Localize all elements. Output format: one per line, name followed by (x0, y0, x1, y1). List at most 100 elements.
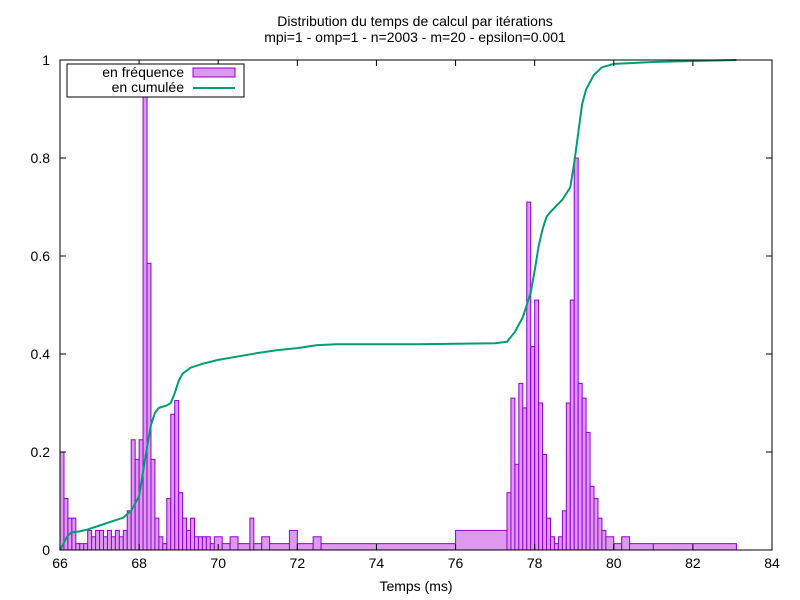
y-tick-label-3: 0.6 (31, 248, 51, 264)
frequency-bar-19 (134, 458, 140, 551)
frequency-bar-71 (577, 382, 583, 551)
frequency-bar-11 (103, 536, 108, 551)
frequency-bar-28 (170, 413, 176, 551)
x-tick-label-0: 66 (52, 555, 68, 571)
x-axis: 66 68 70 72 74 76 78 80 82 84 (52, 60, 780, 571)
x-tick-label-2: 70 (210, 555, 226, 571)
frequency-bar-65 (553, 543, 559, 551)
plot-frame (59, 59, 773, 551)
frequency-bar-16 (122, 529, 128, 551)
frequency-bar-48 (296, 543, 314, 551)
frequency-bar-53 (510, 397, 516, 551)
legend-box (66, 63, 245, 98)
frequency-bar-13 (110, 536, 116, 551)
frequency-bar-5 (79, 543, 85, 551)
frequency-bar-24 (154, 517, 160, 551)
frequency-bar-0 (59, 451, 65, 551)
frequency-bar-54 (514, 463, 520, 551)
frequency-bar-14 (114, 529, 120, 551)
x-axis-label: Temps (ms) (379, 578, 452, 594)
frequency-bar-75 (593, 498, 599, 551)
frequency-bar-22 (146, 262, 152, 551)
frequency-bar-77 (601, 529, 607, 551)
frequency-bar-81 (629, 543, 654, 551)
frequency-bar-41 (229, 536, 239, 551)
frequency-bar-59 (530, 346, 536, 551)
y-tick-label-5: 1 (42, 52, 50, 68)
frequency-bar-37 (205, 536, 211, 551)
frequency-bar-6 (83, 543, 89, 551)
legend-swatch-frequency (192, 67, 236, 78)
frequency-bar-50 (320, 543, 457, 551)
frequency-bar-18 (130, 439, 136, 551)
frequency-bar-35 (197, 536, 203, 551)
frequency-bar-4 (75, 543, 81, 551)
frequency-bar-60 (534, 299, 540, 551)
line-layer (59, 59, 737, 551)
frequency-bar-31 (182, 517, 188, 551)
frequency-bar-29 (174, 400, 180, 551)
frequency-bar-43 (249, 517, 255, 551)
frequency-bar-66 (557, 536, 563, 551)
frequency-bar-78 (605, 536, 615, 551)
frequency-bar-15 (118, 536, 124, 551)
y-tick-label-4: 0.8 (31, 150, 51, 166)
frequency-bar-62 (542, 453, 548, 551)
x-tick-label-7: 80 (606, 555, 622, 571)
frequency-bar-3 (71, 517, 77, 551)
x-tick-label-6: 78 (527, 555, 543, 571)
frequency-bar-57 (526, 201, 532, 551)
frequency-bar-17 (126, 510, 132, 551)
frequency-bar-26 (162, 543, 168, 551)
frequency-bar-79 (613, 543, 623, 551)
y-tick-label-0: 0 (42, 542, 50, 558)
legend: en fréquence en cumulée (66, 63, 245, 98)
x-tick-label-9: 84 (764, 555, 780, 571)
legend-label-cumulative: en cumulée (112, 79, 185, 95)
frequency-bar-51 (455, 529, 508, 551)
frequency-bar-73 (585, 431, 591, 551)
frequency-bar-49 (312, 536, 322, 551)
frequency-bar-55 (518, 382, 524, 551)
x-tick-label-1: 68 (131, 555, 147, 571)
frequency-bar-69 (569, 299, 575, 551)
frequency-bar-44 (253, 543, 263, 551)
frequency-bar-80 (621, 536, 631, 551)
frequency-bar-76 (597, 517, 603, 551)
frequency-bar-70 (573, 157, 579, 551)
frequency-bar-8 (91, 536, 97, 551)
frequency-bar-72 (581, 397, 587, 551)
legend-label-frequency: en fréquence (102, 64, 184, 80)
y-axis: 0 0.2 0.4 0.6 0.8 1 (31, 52, 772, 558)
frequency-bar-68 (565, 402, 571, 551)
x-tick-label-5: 76 (448, 555, 464, 571)
frequency-bar-56 (522, 407, 528, 551)
frequency-bar-61 (538, 402, 544, 551)
x-tick-label-8: 82 (685, 555, 701, 571)
frequency-bar-63 (546, 517, 551, 551)
frequency-bar-64 (549, 536, 555, 551)
chart-title: Distribution du temps de calcul par itér… (277, 13, 552, 29)
frequency-bar-9 (95, 529, 101, 551)
frequency-bar-45 (261, 536, 271, 551)
y-tick-label-1: 0.2 (31, 444, 51, 460)
frequency-bar-82 (652, 543, 737, 551)
frequency-bar-38 (209, 543, 215, 551)
frequency-bar-32 (186, 529, 192, 551)
frequency-bar-74 (589, 485, 595, 551)
frequency-bar-10 (99, 529, 105, 551)
x-tick-label-4: 74 (369, 555, 385, 571)
frequency-bar-36 (201, 536, 207, 551)
frequency-bar-42 (237, 543, 251, 551)
frequency-bar-34 (193, 536, 199, 551)
frequency-bar-7 (87, 529, 93, 551)
y-tick-label-2: 0.4 (31, 346, 51, 362)
frequency-bar-21 (142, 86, 148, 551)
frequency-bar-30 (178, 492, 184, 551)
frequency-bar-52 (506, 492, 512, 551)
frequency-bar-27 (166, 498, 172, 551)
frequency-bar-33 (190, 517, 195, 551)
chart-subtitle: mpi=1 - omp=1 - n=2003 - m=20 - epsilon=… (264, 29, 566, 45)
frequency-bar-25 (158, 536, 164, 551)
